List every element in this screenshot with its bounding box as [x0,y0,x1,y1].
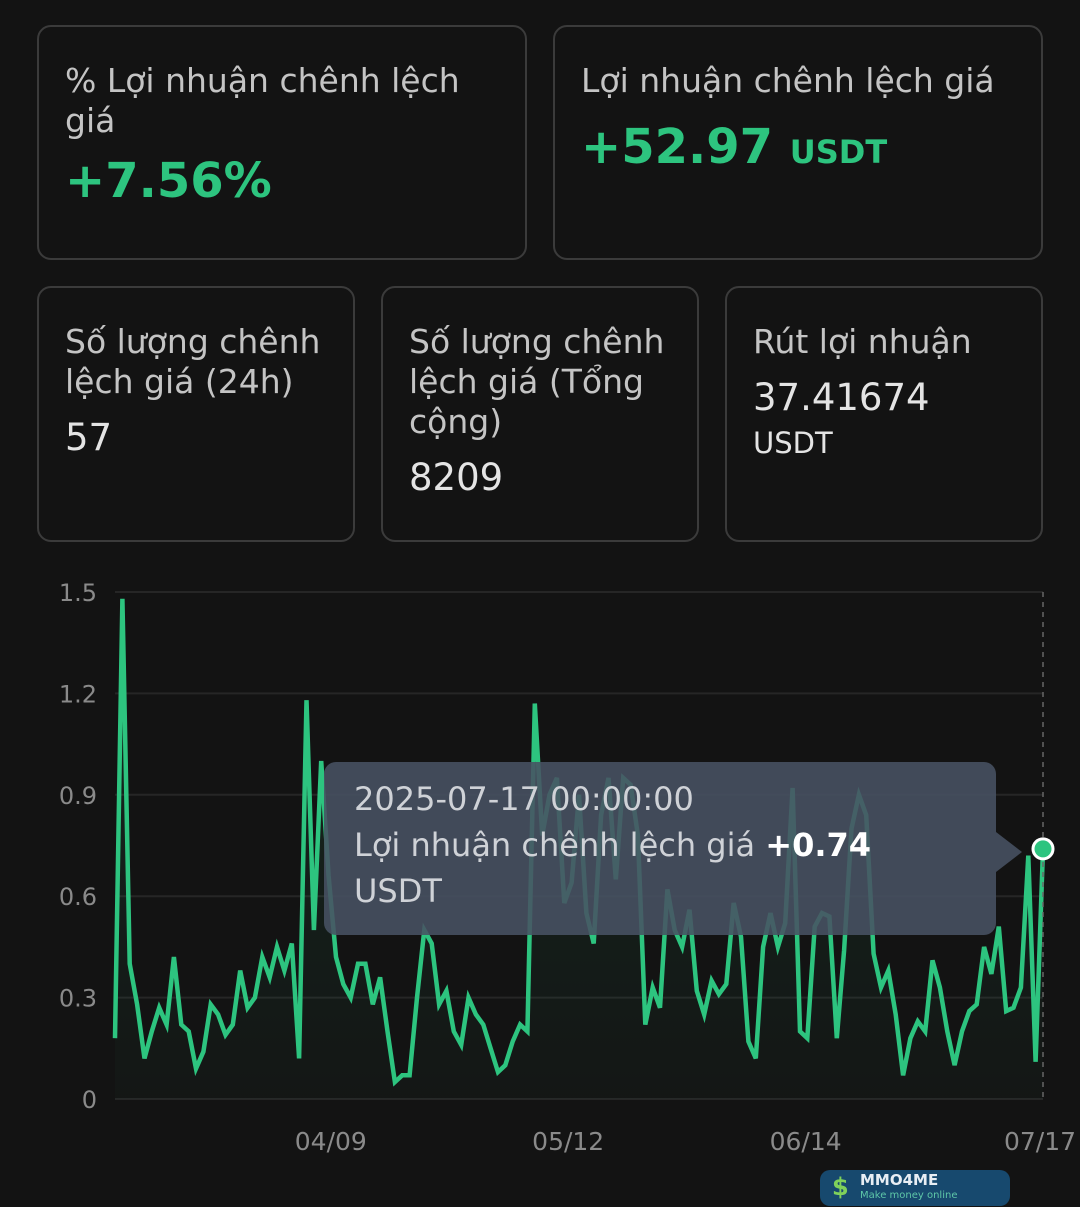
tooltip-arrow [996,832,1022,872]
y-tick-label: 1.2 [59,680,97,708]
y-tick-label: 1.5 [59,579,97,607]
profit-percent-label: % Lợi nhuận chênh lệch giá [65,61,460,140]
mmo4me-watermark: $ MMO4ME Make money online [820,1170,1010,1206]
dollar-icon: $ [832,1173,849,1201]
tooltip-date: 2025-07-17 00:00:00 [354,780,694,818]
profit-label: Lợi nhuận chênh lệch giá [581,61,995,100]
profit-percent-card: % Lợi nhuận chênh lệch giá +7.56% [37,25,527,260]
withdraw-card: Rút lợi nhuận 37.41674 USDT [725,286,1043,542]
profit-card: Lợi nhuận chênh lệch giá +52.97 USDT [553,25,1043,260]
y-tick-label: 0.9 [59,782,97,810]
watermark-name: MMO4ME [860,1171,939,1189]
chart-selected-point [1031,837,1055,861]
tooltip-label: Lợi nhuận chênh lệch giá [354,826,756,864]
x-tick-label: 05/12 [532,1127,604,1156]
count-24h-value: 57 [65,416,113,459]
tooltip-unit: USDT [354,872,442,910]
count-total-label: Số lượng chênh lệch giá (Tổng cộng) [409,322,665,441]
withdraw-value: 37.41674 [753,376,930,419]
count-24h-card: Số lượng chênh lệch giá (24h) 57 [37,286,355,542]
count-total-card: Số lượng chênh lệch giá (Tổng cộng) 8209 [381,286,699,542]
chart-tooltip: 2025-07-17 00:00:00 Lợi nhuận chênh lệch… [324,762,1022,935]
withdraw-label: Rút lợi nhuận [753,322,972,361]
x-tick-label: 07/17 [1004,1127,1076,1156]
profit-value: +52.97 [581,119,774,175]
x-tick-label: 04/09 [295,1127,367,1156]
y-tick-label: 0 [82,1086,97,1114]
withdraw-unit: USDT [753,426,833,460]
y-tick-label: 0.3 [59,985,97,1013]
profit-percent-value: +7.56% [65,153,272,209]
profit-unit: USDT [789,133,888,171]
count-total-value: 8209 [409,456,504,499]
watermark-tagline: Make money online [860,1190,958,1201]
x-tick-label: 06/14 [770,1127,842,1156]
count-24h-label: Số lượng chênh lệch giá (24h) [65,322,321,401]
tooltip-value: +0.74 [765,826,872,864]
y-tick-label: 0.6 [59,883,97,911]
